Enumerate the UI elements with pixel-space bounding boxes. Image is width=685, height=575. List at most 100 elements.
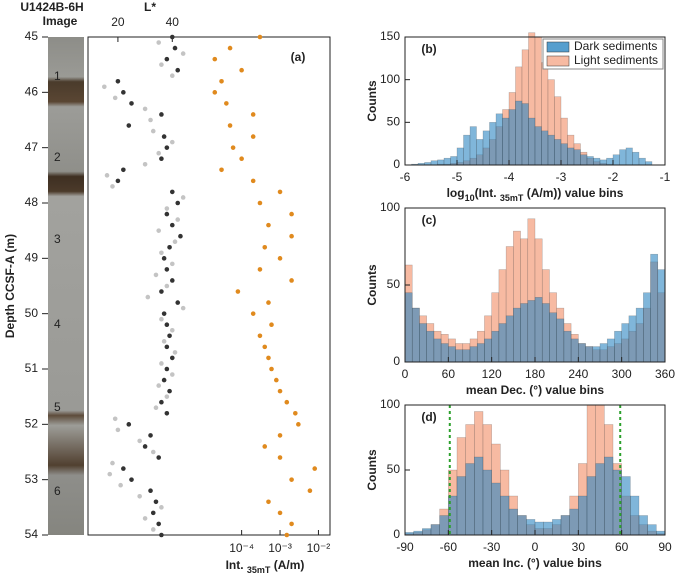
histogram-bar [455,349,464,363]
histogram-bar [430,524,440,536]
histogram-bar [515,100,523,166]
panel-label: (c) [422,213,437,227]
y-tick-label: 100 [380,200,400,214]
legend-label: Dark sediments [574,39,657,53]
histogram-bar [521,103,529,166]
y-tick-label: 0 [393,157,400,171]
label-part: (Int. [475,186,500,200]
data-point [159,112,164,117]
y-tick-label: 50 [25,306,39,320]
data-point [293,410,298,416]
x-tick-label: 120 [482,367,502,381]
x-tick-label: 360 [655,367,675,381]
histogram-bar [508,508,518,536]
data-point [266,300,271,305]
data-point [129,101,134,106]
data-point [250,178,256,184]
data-point [250,134,256,139]
histogram-bar [426,330,435,363]
histogram-bar [437,159,445,166]
data-point [148,117,153,123]
data-point [277,256,283,261]
data-point [156,150,161,156]
histogram-bar [534,126,542,166]
data-point [115,427,121,433]
data-point [110,460,115,466]
data-point [178,233,183,239]
x-tick-label: 0 [402,367,409,381]
section-label: 6 [54,484,61,498]
data-point [126,123,132,128]
data-point [289,477,294,482]
histogram-bar [643,292,651,363]
x-tick-label: 10⁻³ [268,541,292,555]
data-point [169,189,175,195]
x-tick-label: 10⁻⁴ [229,541,254,555]
x-axis-label: log10(Int. 35mT (A/m)) value bins [447,186,624,203]
data-point [161,134,167,139]
histogram-bar [505,315,514,363]
histogram-bar [520,303,529,363]
data-point [164,394,170,399]
histogram-bar [527,300,536,363]
data-point [104,173,110,178]
histogram-bar [433,338,442,363]
histogram-bar [630,495,640,536]
core-image [48,37,84,535]
x-tick-label: 10⁻² [307,541,331,555]
panel-label: (b) [421,42,436,56]
histogram-bar [411,307,420,363]
y-tick-label: 50 [387,277,401,291]
data-point [277,388,283,394]
histogram-bar [500,495,510,536]
histogram-bar [593,157,601,166]
data-point [219,78,224,84]
x-tick-label: 0 [532,540,539,554]
histogram-bar [534,297,543,363]
data-point [167,333,172,339]
y-tick-label: 150 [380,29,400,43]
label-part: 35mT [500,193,524,203]
y-axis-label: Counts [365,264,379,306]
data-point [212,90,218,95]
x-tick-label: -1 [660,170,671,184]
data-point [150,510,156,516]
data-point [250,112,256,117]
histogram-bar [482,130,490,166]
data-point [112,95,118,101]
histogram-bar [513,307,521,363]
histogram-bar [586,156,594,166]
data-point [169,222,175,228]
data-point [164,56,170,62]
label-part: (A/m) [270,558,304,572]
histogram-bar [443,157,451,166]
histogram-bar [614,330,622,363]
histogram-bar [621,323,630,363]
y-tick-label: 52 [25,417,39,431]
data-point [164,206,170,211]
data-point [266,222,271,228]
data-point [142,161,148,167]
data-point [277,510,283,516]
data-point [159,361,164,366]
data-point [289,278,294,283]
data-point [153,405,159,411]
data-point [121,90,126,95]
data-point [257,34,263,40]
data-point [180,51,186,56]
data-point [167,244,172,250]
data-point [257,333,263,339]
histogram-bar [625,147,633,166]
y-tick-label: 45 [25,29,39,43]
data-point [289,233,294,239]
y-axis-label: Counts [365,80,379,122]
x-tick-label: -2 [608,170,619,184]
histogram-bar [469,346,478,363]
y-tick-label: 100 [380,72,400,86]
label-part: log [447,186,465,200]
histogram-bar [422,528,432,536]
data-point [169,278,175,283]
data-point [175,300,181,305]
panel-label: (d) [421,410,436,424]
